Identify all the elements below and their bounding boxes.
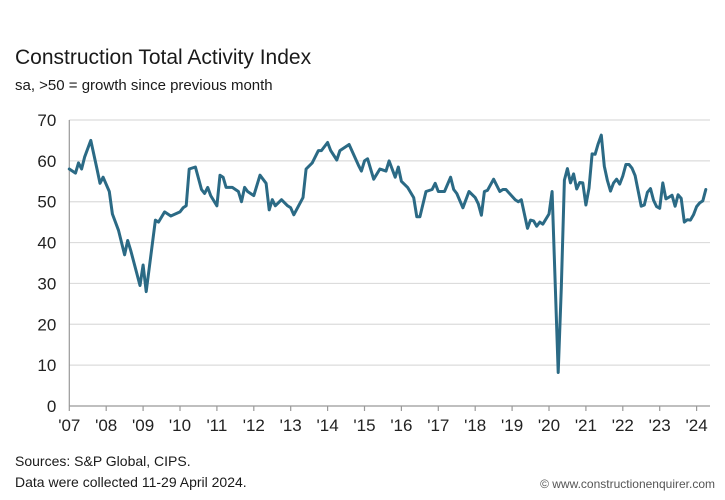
chart-subtitle: sa, >50 = growth since previous month [15,77,273,94]
x-tick-label: '08 [95,416,117,435]
x-tick-label: '15 [353,416,375,435]
sources-note: Sources: S&P Global, CIPS. [15,453,191,469]
x-tick-label: '11 [206,416,227,435]
y-tick-label: 40 [37,234,56,253]
y-tick-label: 20 [37,315,56,334]
x-tick-label: '19 [501,416,523,435]
y-tick-label: 30 [37,274,56,293]
x-tick-label: '21 [575,416,597,435]
x-tick-label: '13 [280,416,302,435]
x-tick-label: '16 [390,416,412,435]
x-tick-label: '07 [58,416,80,435]
y-tick-label: 0 [47,397,56,416]
y-tick-label: 10 [37,356,56,375]
y-tick-label: 50 [37,193,56,212]
x-tick-label: '12 [243,416,265,435]
y-tick-label: 70 [37,111,56,130]
watermark-credit: © www.constructionenquirer.com [540,477,715,491]
collection-note: Data were collected 11-29 April 2024. [15,474,247,490]
x-tick-label: '09 [132,416,154,435]
x-tick-label: '24 [686,416,708,435]
chart-title: Construction Total Activity Index [15,46,312,69]
x-tick-label: '20 [538,416,560,435]
line-chart: 0 10 20 30 40 50 60 70 '07 '08 '09 '10 '11 '12 '13 '14 '… [37,111,710,435]
x-tick-label: '18 [464,416,486,435]
series-line [67,133,708,374]
y-tick-label: 60 [37,152,56,171]
x-tick-label: '22 [612,416,634,435]
x-tick-label: '14 [317,416,339,435]
x-tick-label: '23 [649,416,671,435]
x-tick-label: '10 [169,416,191,435]
x-tick-label: '17 [427,416,449,435]
